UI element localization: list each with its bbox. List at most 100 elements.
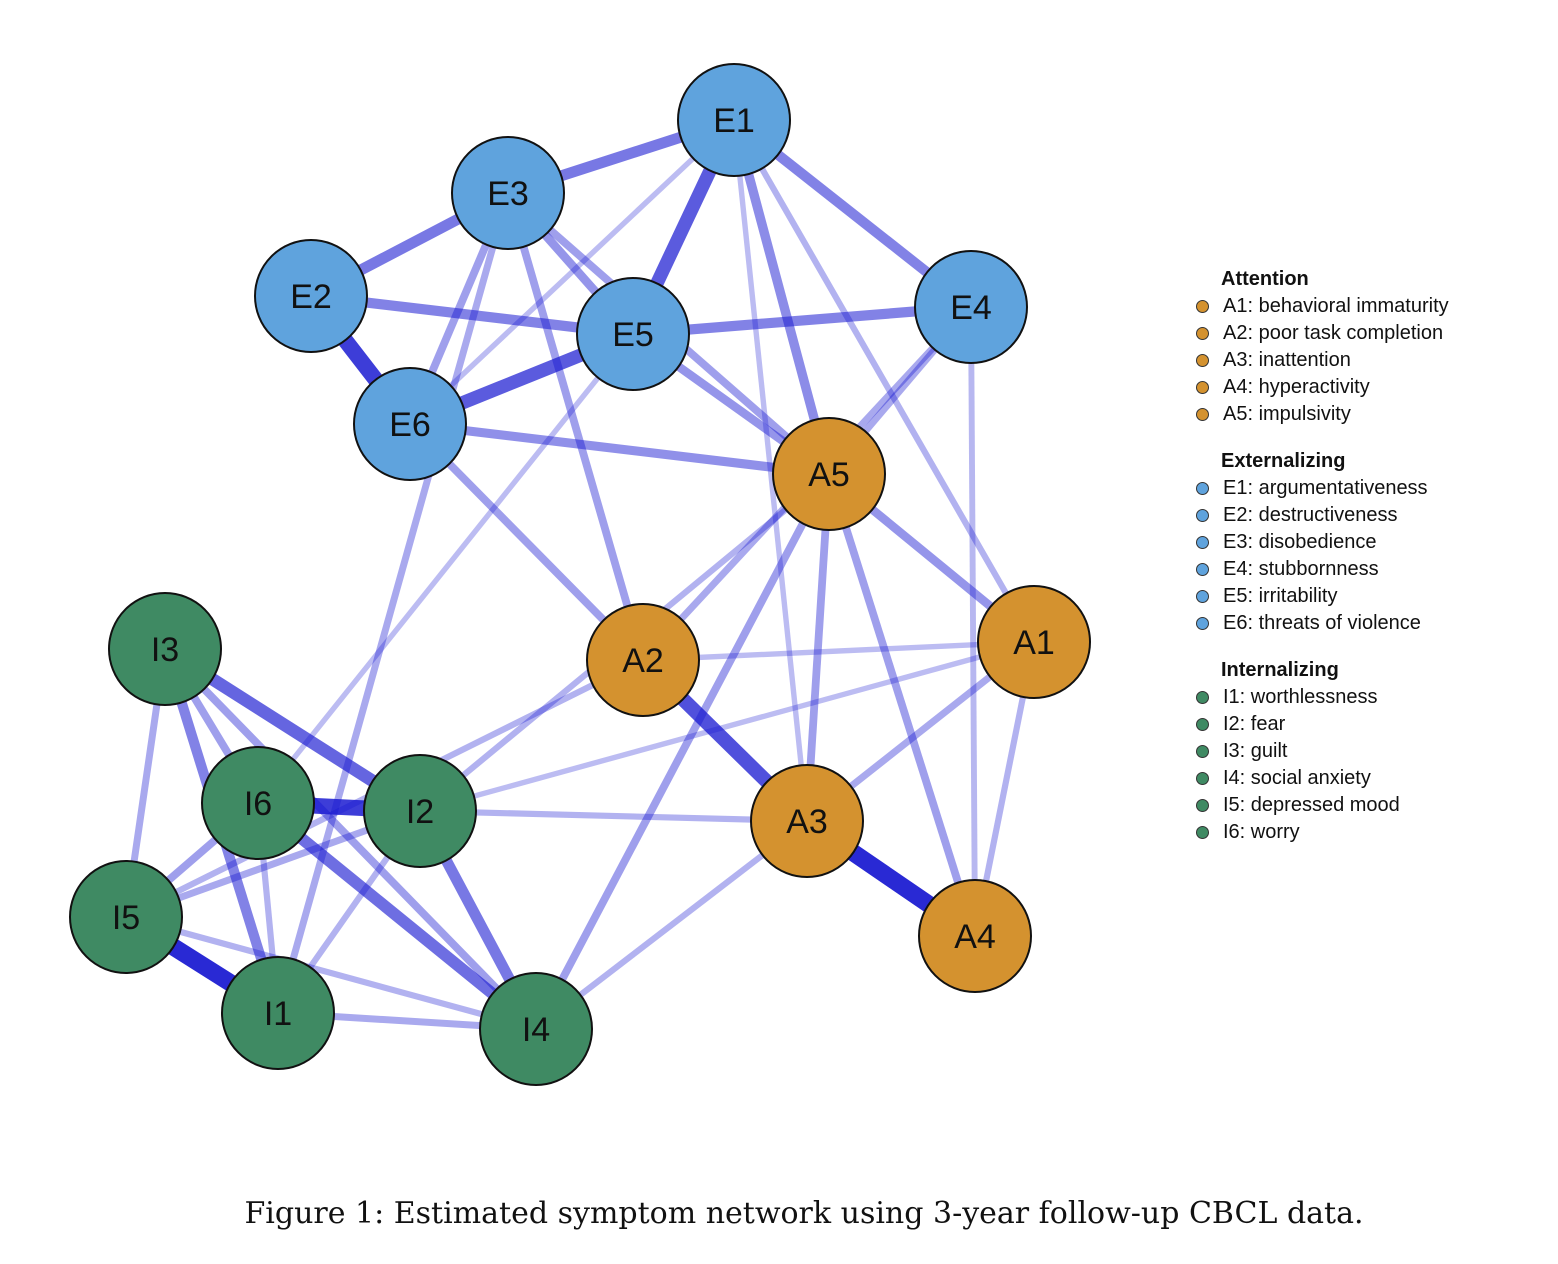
node-e4: E4 [914, 250, 1028, 364]
legend-item: E3: disobedience [1193, 529, 1449, 556]
legend-item: E2: destructiveness [1193, 502, 1449, 529]
legend-item: I1: worthlessness [1193, 684, 1449, 711]
legend-item-label: E2: destructiveness [1223, 504, 1398, 526]
legend-dot-icon [1196, 799, 1209, 812]
node-a3: A3 [750, 764, 864, 878]
legend-item: A1: behavioral immaturity [1193, 293, 1449, 320]
legend-item-label: I4: social anxiety [1223, 767, 1371, 789]
node-layer: E1 E2 E3 E4 E5 E6 A1 A2 A3 A4 A5 I1 I2 I3 I4 I5 I6 [69, 63, 1091, 1086]
edge-e6-a5 [409, 419, 830, 479]
legend-item-label: I5: depressed mood [1223, 794, 1400, 816]
edge-e1-a3 [731, 119, 810, 822]
edge-a5-a3 [803, 473, 833, 822]
node-i2: I2 [363, 754, 477, 868]
node-e1: E1 [677, 63, 791, 177]
node-circle [479, 972, 593, 1086]
node-circle [677, 63, 791, 177]
node-e6: E6 [353, 367, 467, 481]
legend-item-label: A2: poor task completion [1223, 322, 1444, 344]
edge-a1-a2 [642, 639, 1035, 663]
legend-dot-icon [1196, 381, 1209, 394]
node-a5: A5 [772, 417, 886, 531]
node-i5: I5 [69, 860, 183, 974]
legend-item-label: I6: worry [1223, 821, 1300, 843]
node-label: E2 [290, 278, 332, 316]
legend-dot-icon [1196, 354, 1209, 367]
legend-item-label: A1: behavioral immaturity [1223, 295, 1449, 317]
legend-item: E1: argumentativeness [1193, 475, 1449, 502]
node-circle [914, 250, 1028, 364]
legend-item: A2: poor task completion [1193, 320, 1449, 347]
legend-item: E5: irritability [1193, 583, 1449, 610]
edge-a1-i2 [419, 639, 1035, 814]
legend-item: A3: inattention [1193, 347, 1449, 374]
node-label: I6 [244, 785, 272, 823]
node-circle [221, 956, 335, 1070]
legend-item-label: E3: disobedience [1223, 531, 1377, 553]
node-circle [977, 585, 1091, 699]
legend-item-label: E1: argumentativeness [1223, 477, 1428, 499]
legend-group-attention: Attention A1: behavioral immaturity A2: po… [1193, 266, 1449, 428]
node-circle [201, 746, 315, 860]
legend-group-internalizing: Internalizing I1: worthlessness I2: fear I3… [1193, 657, 1449, 846]
node-i4: I4 [479, 972, 593, 1086]
edge-a5-a4 [825, 472, 979, 938]
legend-dot-icon [1196, 563, 1209, 576]
legend-item-label: E5: irritability [1223, 585, 1338, 607]
node-label: E3 [487, 175, 529, 213]
node-label: E6 [389, 406, 431, 444]
legend-item: A4: hyperactivity [1193, 374, 1449, 401]
legend-item: E4: stubbornness [1193, 556, 1449, 583]
node-label: I5 [112, 899, 140, 937]
node-label: I1 [264, 995, 292, 1033]
edge-i6-i4 [254, 798, 540, 1034]
node-i6: I6 [201, 746, 315, 860]
node-circle [451, 136, 565, 250]
legend: Attention A1: behavioral immaturity A2: po… [1193, 266, 1449, 866]
legend-item-label: A3: inattention [1223, 349, 1351, 371]
node-label: I2 [406, 793, 434, 831]
legend-dot-icon [1196, 327, 1209, 340]
node-circle [353, 367, 467, 481]
node-circle [108, 592, 222, 706]
node-circle [69, 860, 183, 974]
node-circle [254, 239, 368, 353]
edge-a3-i2 [419, 807, 808, 825]
edge-e1-a1 [731, 118, 1037, 644]
node-circle [586, 603, 700, 717]
edge-e5-i6 [255, 332, 636, 805]
node-a1: A1 [977, 585, 1091, 699]
node-label: E5 [612, 316, 654, 354]
legend-dot-icon [1196, 617, 1209, 630]
node-label: I4 [522, 1011, 550, 1049]
node-label: A5 [808, 456, 850, 494]
legend-dot-icon [1196, 408, 1209, 421]
legend-item-label: A5: impulsivity [1223, 403, 1351, 425]
legend-dot-icon [1196, 826, 1209, 839]
legend-item-label: I3: guilt [1223, 740, 1288, 762]
legend-dot-icon [1196, 536, 1209, 549]
node-a4: A4 [918, 879, 1032, 993]
node-label: E4 [950, 289, 992, 327]
node-e2: E2 [254, 239, 368, 353]
legend-group-title: Externalizing [1221, 450, 1346, 472]
legend-item: I2: fear [1193, 711, 1449, 738]
legend-item: I4: social anxiety [1193, 765, 1449, 792]
edge-a5-i4 [532, 472, 833, 1031]
edge-e1-a5 [729, 118, 834, 476]
node-label: E1 [713, 102, 755, 140]
node-e5: E5 [576, 277, 690, 391]
legend-item: A5: impulsivity [1193, 401, 1449, 428]
legend-dot-icon [1196, 718, 1209, 731]
legend-item: I5: depressed mood [1193, 792, 1449, 819]
edge-e3-i1 [274, 192, 512, 1014]
legend-dot-icon [1196, 590, 1209, 603]
node-label: A3 [786, 803, 828, 841]
figure-caption: Figure 1: Estimated symptom network usin… [244, 1196, 1364, 1231]
node-a2: A2 [586, 603, 700, 717]
legend-item-label: A4: hyperactivity [1223, 376, 1370, 398]
legend-item-label: E4: stubbornness [1223, 558, 1379, 580]
node-circle [772, 417, 886, 531]
legend-dot-icon [1196, 509, 1209, 522]
